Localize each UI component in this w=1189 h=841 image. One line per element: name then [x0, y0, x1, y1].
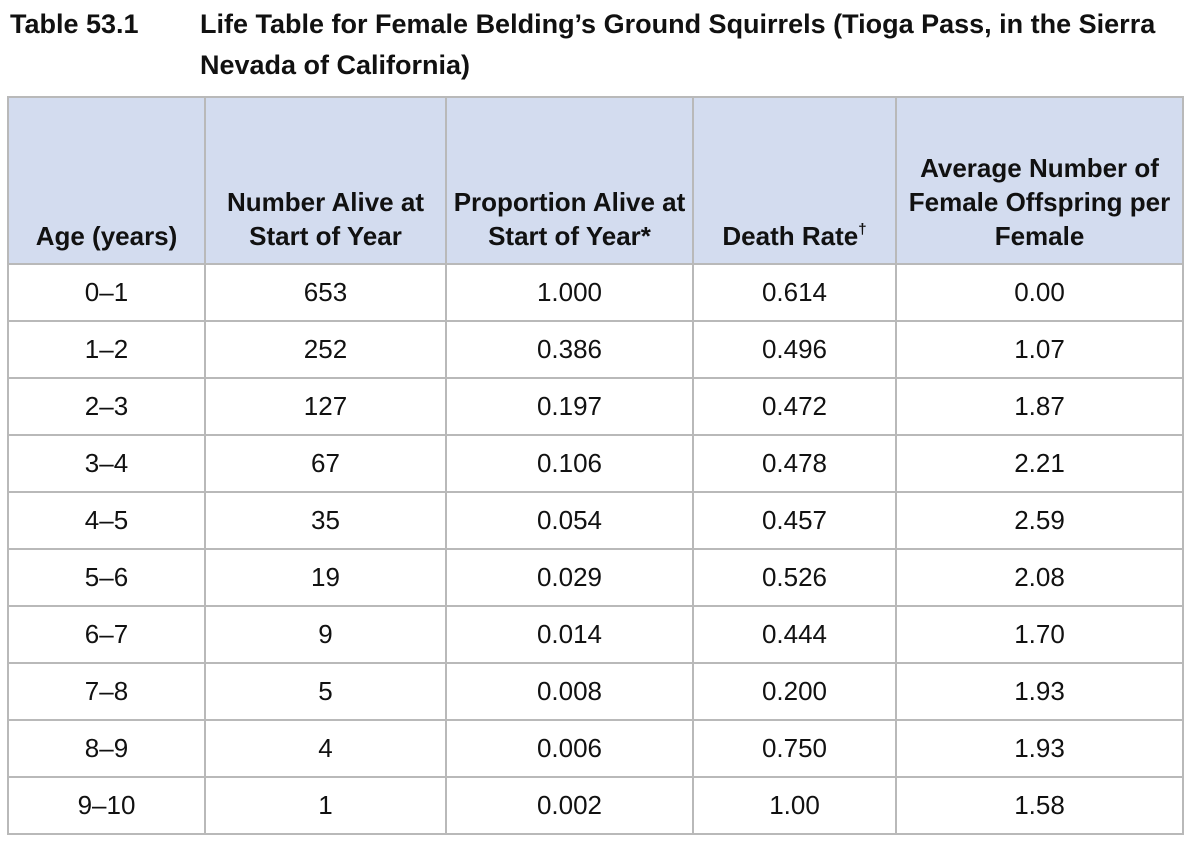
- cell-age: 8–9: [7, 719, 206, 778]
- cell-death-rate: 1.00: [692, 776, 897, 835]
- cell-number-alive: 252: [204, 320, 447, 379]
- cell-proportion-alive: 0.106: [445, 434, 694, 493]
- cell-death-rate: 0.478: [692, 434, 897, 493]
- cell-number-alive: 19: [204, 548, 447, 607]
- cell-age: 3–4: [7, 434, 206, 493]
- table-header: Age (years) Number Alive at Start of Yea…: [7, 96, 1184, 265]
- cell-proportion-alive: 1.000: [445, 263, 694, 322]
- table-row: 9–10 1 0.002 1.00 1.58: [7, 776, 1184, 835]
- cell-average-offspring: 2.59: [895, 491, 1184, 550]
- life-table: Age (years) Number Alive at Start of Yea…: [7, 96, 1184, 835]
- header-average-offspring: Average Number of Female Offspring per F…: [895, 96, 1184, 265]
- table-number: Table 53.1: [10, 9, 139, 39]
- table-row: 3–4 67 0.106 0.478 2.21: [7, 434, 1184, 493]
- cell-death-rate: 0.526: [692, 548, 897, 607]
- cell-age: 9–10: [7, 776, 206, 835]
- table-title: Life Table for Female Belding’s Ground S…: [200, 9, 1156, 80]
- cell-age: 6–7: [7, 605, 206, 664]
- cell-proportion-alive: 0.008: [445, 662, 694, 721]
- table-body: 0–1 653 1.000 0.614 0.00 1–2 252 0.386 0.496 1.07…: [7, 263, 1184, 835]
- cell-average-offspring: 1.93: [895, 662, 1184, 721]
- cell-number-alive: 4: [204, 719, 447, 778]
- header-proportion-alive: Proportion Alive at Start of Year*: [445, 96, 694, 265]
- table-row: 4–5 35 0.054 0.457 2.59: [7, 491, 1184, 550]
- cell-death-rate: 0.496: [692, 320, 897, 379]
- cell-number-alive: 127: [204, 377, 447, 436]
- cell-number-alive: 5: [204, 662, 447, 721]
- table-row: 1–2 252 0.386 0.496 1.07: [7, 320, 1184, 379]
- cell-average-offspring: 1.07: [895, 320, 1184, 379]
- cell-death-rate: 0.472: [692, 377, 897, 436]
- cell-proportion-alive: 0.197: [445, 377, 694, 436]
- cell-proportion-alive: 0.014: [445, 605, 694, 664]
- cell-proportion-alive: 0.002: [445, 776, 694, 835]
- cell-proportion-alive: 0.054: [445, 491, 694, 550]
- cell-age: 1–2: [7, 320, 206, 379]
- table-row: 0–1 653 1.000 0.614 0.00: [7, 263, 1184, 322]
- cell-proportion-alive: 0.386: [445, 320, 694, 379]
- cell-age: 2–3: [7, 377, 206, 436]
- table-row: 7–8 5 0.008 0.200 1.93: [7, 662, 1184, 721]
- cell-age: 0–1: [7, 263, 206, 322]
- cell-average-offspring: 0.00: [895, 263, 1184, 322]
- cell-death-rate: 0.444: [692, 605, 897, 664]
- table-row: 5–6 19 0.029 0.526 2.08: [7, 548, 1184, 607]
- header-number-alive: Number Alive at Start of Year: [204, 96, 447, 265]
- cell-number-alive: 35: [204, 491, 447, 550]
- cell-average-offspring: 2.21: [895, 434, 1184, 493]
- cell-proportion-alive: 0.006: [445, 719, 694, 778]
- table-caption: Table 53.1 Life Table for Female Belding…: [10, 4, 1180, 86]
- cell-death-rate: 0.200: [692, 662, 897, 721]
- cell-average-offspring: 1.58: [895, 776, 1184, 835]
- header-death-rate: Death Rate†: [692, 96, 897, 265]
- cell-average-offspring: 1.93: [895, 719, 1184, 778]
- header-row: Age (years) Number Alive at Start of Yea…: [7, 96, 1184, 265]
- cell-average-offspring: 1.87: [895, 377, 1184, 436]
- table-row: 2–3 127 0.197 0.472 1.87: [7, 377, 1184, 436]
- table-row: 8–9 4 0.006 0.750 1.93: [7, 719, 1184, 778]
- cell-number-alive: 9: [204, 605, 447, 664]
- cell-age: 5–6: [7, 548, 206, 607]
- cell-number-alive: 653: [204, 263, 447, 322]
- cell-number-alive: 1: [204, 776, 447, 835]
- table-row: 6–7 9 0.014 0.444 1.70: [7, 605, 1184, 664]
- cell-proportion-alive: 0.029: [445, 548, 694, 607]
- cell-age: 7–8: [7, 662, 206, 721]
- cell-age: 4–5: [7, 491, 206, 550]
- cell-average-offspring: 1.70: [895, 605, 1184, 664]
- header-age: Age (years): [7, 96, 206, 265]
- cell-number-alive: 67: [204, 434, 447, 493]
- cell-average-offspring: 2.08: [895, 548, 1184, 607]
- cell-death-rate: 0.614: [692, 263, 897, 322]
- cell-death-rate: 0.750: [692, 719, 897, 778]
- cell-death-rate: 0.457: [692, 491, 897, 550]
